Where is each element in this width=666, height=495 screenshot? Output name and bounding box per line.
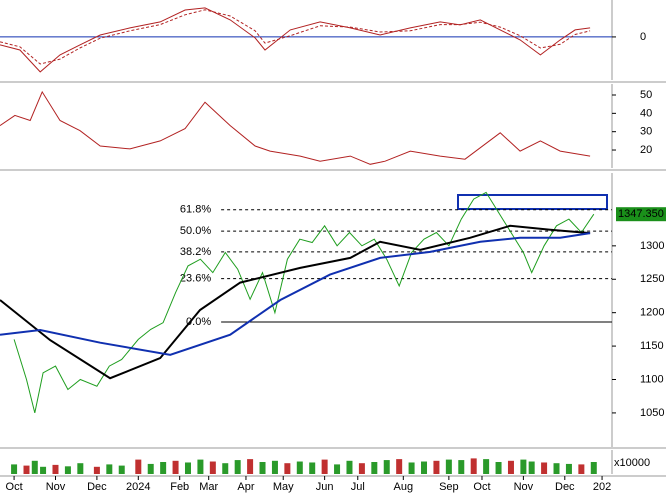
volume-bar — [383, 460, 390, 474]
volume-bar — [64, 466, 71, 474]
y-tick-label: 0 — [640, 31, 646, 43]
volume-bar — [346, 460, 353, 474]
volume-bar — [541, 462, 548, 474]
volume-bar — [172, 460, 179, 474]
volume-bar — [358, 463, 365, 474]
volume-bar — [93, 466, 100, 474]
x-tick-label: Dec — [87, 481, 107, 493]
y-tick-label: 1200 — [640, 307, 664, 319]
x-tick-label: Feb — [170, 481, 189, 493]
x-tick-label: Apr — [237, 481, 254, 493]
volume-bar — [184, 462, 191, 474]
fib-label: 23.6% — [180, 272, 211, 284]
fib-label: 61.8% — [180, 204, 211, 216]
volume-bar — [421, 461, 428, 474]
y-tick-label: 30 — [640, 126, 652, 138]
frames — [0, 0, 666, 477]
volume-bar — [309, 462, 316, 474]
volume-bar — [396, 459, 403, 474]
volume-bar — [271, 460, 278, 474]
y-tick-label: 40 — [640, 107, 652, 119]
x-tick-label: Jun — [316, 481, 334, 493]
x-tick-label: Dec — [555, 481, 575, 493]
volume-bar — [507, 460, 514, 474]
series-line — [13, 191, 595, 414]
x-tick-label: Aug — [394, 481, 414, 493]
volume-bar — [470, 458, 477, 474]
x-tick-label: Mar — [199, 481, 218, 493]
y-tick-label: 1150 — [640, 340, 664, 352]
x-tick-label: Nov — [46, 481, 66, 493]
volume-bar — [23, 465, 30, 474]
volume-bar — [11, 464, 18, 474]
fib-label: 38.2% — [180, 246, 211, 258]
volume-bar — [247, 459, 254, 474]
volume-bar — [234, 460, 241, 474]
volume-bar — [520, 459, 527, 474]
volume-bar — [222, 463, 229, 474]
series-line — [0, 224, 591, 380]
volume-bar — [321, 459, 328, 474]
x-tick-label: Nov — [514, 481, 534, 493]
volume-bar — [458, 460, 465, 474]
volume-bar — [160, 462, 167, 474]
unit-label: x10000 — [614, 457, 650, 469]
volume-bar — [334, 464, 341, 474]
volume-bar — [284, 463, 291, 474]
volume-bar — [296, 461, 303, 474]
volume-bar — [118, 465, 125, 474]
x-tick-label: Jul — [351, 481, 365, 493]
y-tick-label: 1100 — [640, 373, 664, 385]
y-tick-label: 1300 — [640, 240, 664, 252]
volume-bar — [197, 459, 204, 474]
highlight-box — [457, 194, 608, 210]
series-line — [0, 232, 591, 356]
series-line — [0, 90, 591, 165]
x-tick-label: 202 — [593, 481, 611, 493]
fib-label: 50.0% — [180, 225, 211, 237]
volume-bar — [259, 462, 266, 474]
volume-bar — [52, 464, 59, 474]
volume-bar — [553, 463, 560, 474]
volume-bar — [565, 463, 572, 474]
series-line — [0, 7, 591, 73]
volume-bar — [483, 459, 490, 474]
volume-bar — [408, 462, 415, 474]
volume-bar — [77, 463, 84, 474]
x-tick-label: Sep — [439, 481, 459, 493]
x-tick-label: Oct — [473, 481, 490, 493]
volume-bar — [106, 464, 113, 474]
y-tick-label: 20 — [640, 144, 652, 156]
volume-bar — [147, 463, 154, 474]
y-tick-label: 50 — [640, 89, 652, 101]
volume-bar — [371, 462, 378, 474]
volume-bar — [445, 459, 452, 474]
x-tick-label: May — [273, 481, 294, 493]
volume-bar — [528, 461, 535, 474]
series-line — [0, 9, 591, 65]
volume-bar — [578, 464, 585, 474]
volume-bar — [590, 462, 597, 474]
volume-bar — [495, 462, 502, 474]
volume-bar — [209, 461, 216, 474]
last-value-box — [616, 207, 666, 222]
volume-bar — [40, 466, 47, 474]
volume-bar — [135, 459, 142, 474]
volume-bar — [433, 460, 440, 474]
y-tick-label: 1050 — [640, 407, 664, 419]
last-value-label: 1347.350 — [618, 208, 664, 220]
x-tick-label: Oct — [6, 481, 23, 493]
x-tick-label: 2024 — [126, 481, 150, 493]
volume-bar — [31, 460, 38, 474]
y-tick-label: 1250 — [640, 273, 664, 285]
